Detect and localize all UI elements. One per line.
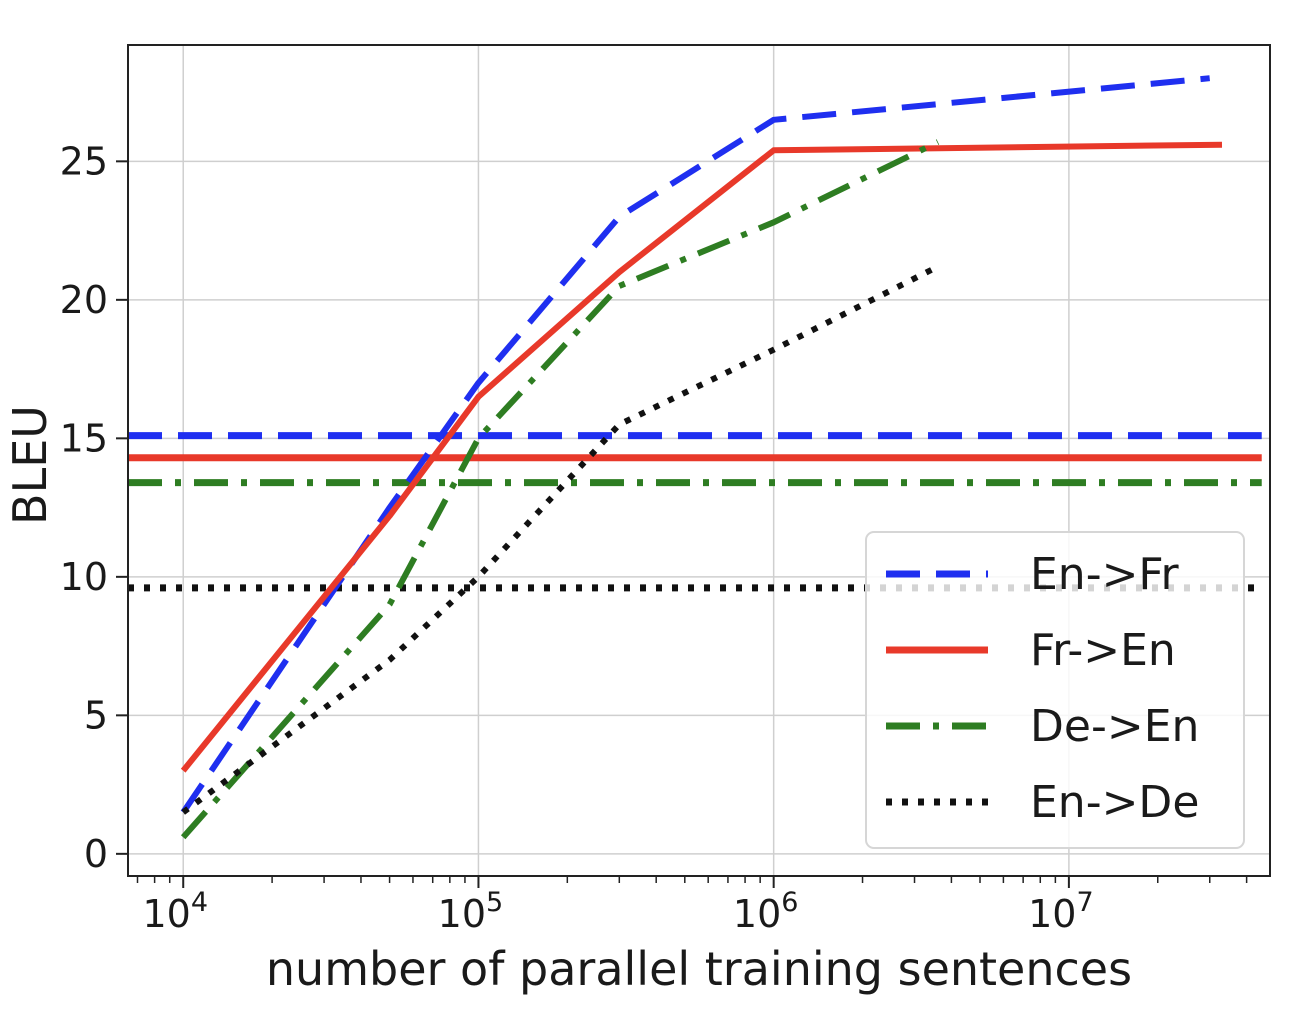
x-tick-label: 104: [142, 887, 208, 936]
tick-labels: 104 105 106 107 0 5 10 15 20 25: [60, 139, 1094, 936]
plot-frame: [127, 44, 1271, 877]
axis-ticks: [116, 160, 1248, 888]
legend-label: Fr->En: [1030, 625, 1176, 676]
grid: [128, 45, 1270, 876]
legend: En->Fr Fr->En De->En En->De: [865, 531, 1245, 849]
y-tick-label: 10: [60, 555, 108, 599]
x-tick-label: 106: [733, 887, 799, 936]
legend-box: [865, 531, 1245, 849]
series-line-1: [180, 141, 1223, 773]
legend-label: En->Fr: [1030, 549, 1180, 600]
legend-label: De->En: [1030, 701, 1199, 752]
x-tick-label: 107: [1028, 887, 1094, 936]
y-tick-label: 20: [60, 278, 108, 322]
series-line-3: [181, 263, 940, 815]
y-tick-label: 25: [60, 139, 108, 183]
y-tick-label: 0: [84, 832, 108, 876]
y-tick-label: 5: [84, 693, 108, 737]
x-tick-label: 105: [438, 887, 504, 936]
legend-label: En->De: [1030, 777, 1199, 828]
series-line-2: [180, 139, 940, 840]
y-tick-label: 15: [60, 416, 108, 460]
x-axis-label: number of parallel training sentences: [266, 942, 1132, 996]
y-axis-label: BLEU: [3, 405, 57, 525]
